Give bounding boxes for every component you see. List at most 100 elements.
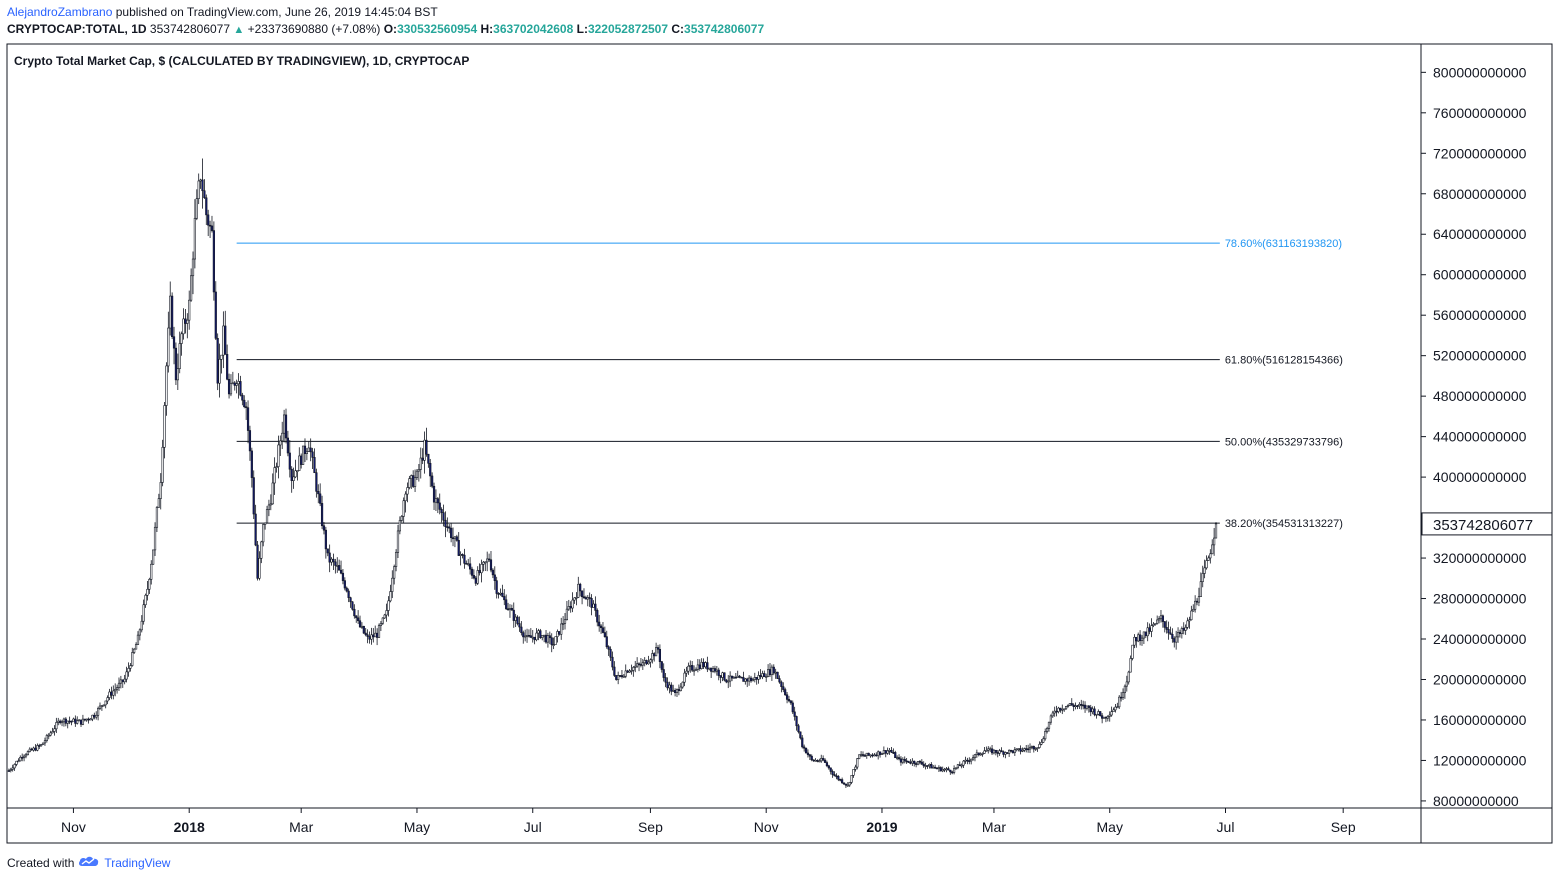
candle-body	[360, 625, 364, 628]
candle-body	[1068, 703, 1071, 706]
candle-body	[717, 669, 720, 676]
candle-body	[7, 770, 10, 772]
candle-body	[218, 359, 221, 384]
candle-body	[573, 597, 576, 601]
candle-body	[702, 661, 705, 668]
candle-body	[780, 681, 783, 687]
candle-body	[264, 522, 267, 525]
time-axis: Nov 2018 Mar May Jul Sep Nov 2019 Mar May Jul Sep	[61, 808, 1356, 835]
candle-body	[647, 661, 650, 665]
candle-body	[791, 702, 794, 713]
candle-body	[74, 718, 77, 724]
candle-body	[683, 672, 686, 683]
candle-body	[1108, 714, 1111, 717]
candle-body	[757, 675, 760, 680]
candle-body	[977, 752, 980, 756]
candle-body	[406, 487, 409, 495]
x-tick-label: Nov	[754, 819, 779, 835]
author-link[interactable]: AlejandroZambrano	[7, 5, 113, 19]
candle-body	[53, 728, 56, 732]
candle-body	[451, 537, 455, 540]
candle-body	[91, 714, 94, 720]
candle-body	[159, 482, 162, 499]
candle-body	[241, 394, 244, 401]
candle-body	[1157, 618, 1161, 621]
candle-body	[66, 720, 69, 724]
candle-body	[15, 760, 18, 765]
candle-body	[983, 750, 986, 754]
candle-body	[284, 414, 288, 439]
candle-body	[176, 368, 179, 381]
candle-body	[370, 634, 373, 640]
candle-body	[615, 675, 618, 680]
close-value: 353742806077	[684, 22, 765, 36]
candle-body	[562, 622, 565, 625]
candle-body	[106, 697, 109, 702]
candle-body	[394, 552, 398, 567]
candle-body	[239, 381, 242, 396]
candle-body	[1063, 708, 1066, 711]
candle-body	[467, 563, 470, 566]
candle-body	[1186, 620, 1189, 628]
candle-body	[309, 447, 312, 453]
candle-body	[915, 763, 918, 765]
candle-body	[867, 752, 870, 756]
symbol-name[interactable]: CRYPTOCAP:TOTAL, 1D	[7, 22, 147, 36]
candle-body	[575, 597, 578, 599]
candle-body	[945, 768, 948, 770]
x-tick-label: Jul	[524, 819, 542, 835]
candle-body	[598, 621, 601, 627]
candle-body	[13, 764, 16, 769]
candle-body	[311, 451, 314, 458]
candle-body	[78, 719, 81, 722]
candle-body	[711, 668, 715, 672]
candle-body	[987, 748, 990, 751]
candle-body	[1049, 715, 1052, 723]
candle-body	[1110, 711, 1113, 716]
candle-body	[413, 477, 417, 487]
candle-body	[920, 761, 923, 765]
candle-body	[115, 687, 119, 690]
candle-body	[636, 663, 639, 667]
tradingview-brand-link[interactable]: TradingView	[104, 855, 171, 870]
candle-body	[21, 756, 24, 759]
published-text: published on TradingView.com, June 26, 2…	[115, 5, 438, 19]
candle-body	[393, 566, 396, 579]
candle-body	[814, 760, 817, 762]
candle-body	[550, 637, 553, 645]
candle-body	[332, 558, 335, 563]
candle-body	[503, 596, 506, 601]
candle-body	[884, 750, 887, 754]
candle-body	[964, 759, 967, 762]
candle-body	[873, 754, 876, 757]
candle-body	[865, 752, 868, 756]
candle-body	[277, 444, 280, 467]
candle-body	[823, 759, 827, 763]
candle-body	[529, 635, 532, 638]
candle-body	[1152, 623, 1155, 626]
candle-body	[476, 570, 479, 584]
candle-body	[1095, 713, 1098, 716]
y-tick-label: 600000000000	[1433, 267, 1527, 283]
candle-body	[1091, 708, 1094, 713]
candle-body	[694, 669, 698, 671]
candle-body	[93, 714, 96, 718]
candle-body	[818, 760, 821, 763]
created-with-text: Created with	[7, 855, 75, 870]
candle-body	[784, 689, 787, 696]
candle-body	[729, 675, 732, 682]
candle-body	[288, 452, 291, 470]
candle-body	[150, 563, 153, 580]
candle-body	[216, 337, 219, 384]
candle-body	[487, 558, 491, 561]
candle-body	[1085, 705, 1089, 709]
candle-body	[565, 608, 569, 621]
candle-body	[607, 646, 610, 650]
candle-body	[892, 752, 895, 754]
candle-body	[890, 750, 893, 753]
chart-border	[6, 43, 1553, 844]
candle-body	[949, 769, 952, 773]
fib-retracement: 78.60%(631163193820) 61.80%(516128154366)…	[236, 238, 1343, 530]
candle-body	[590, 598, 593, 608]
